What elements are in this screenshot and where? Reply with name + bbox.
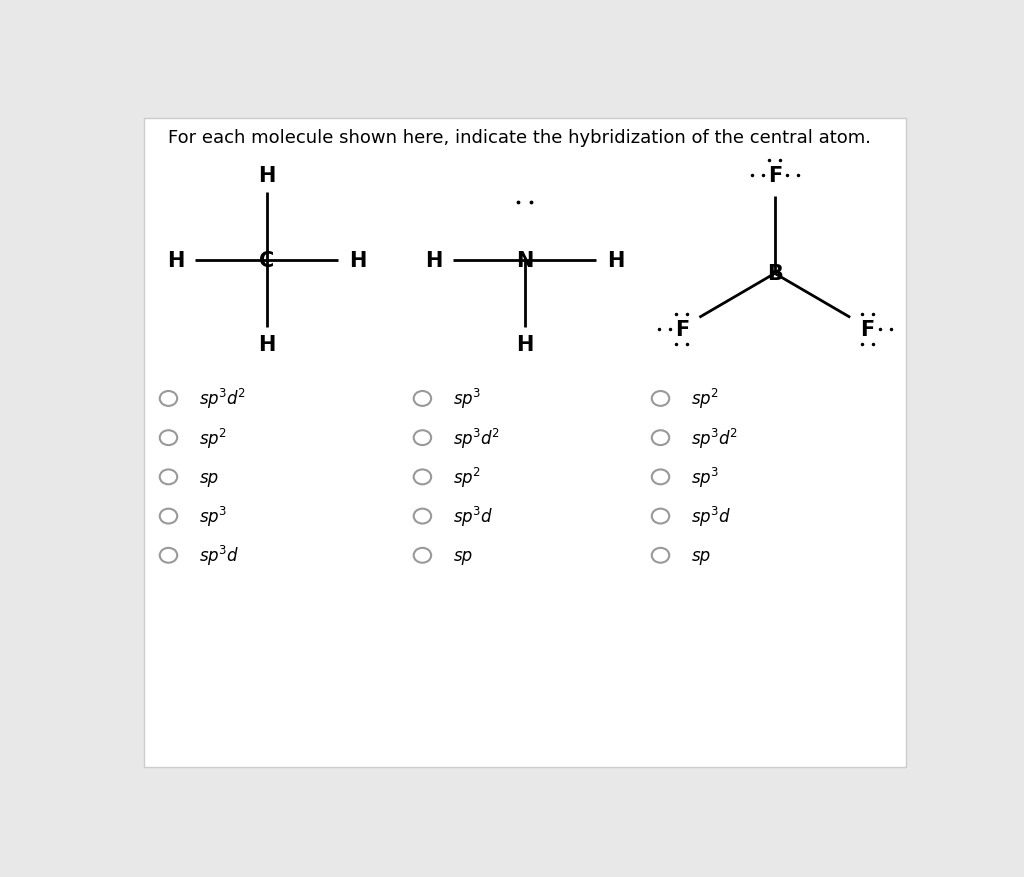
- Text: N: N: [516, 251, 534, 270]
- Text: sp$^3$d$^2$: sp$^3$d$^2$: [691, 426, 737, 450]
- Text: H: H: [258, 166, 275, 186]
- Text: sp$^3$: sp$^3$: [454, 387, 481, 411]
- Text: sp$^3$d$^2$: sp$^3$d$^2$: [454, 426, 500, 450]
- Text: H: H: [425, 251, 442, 270]
- Text: H: H: [349, 251, 367, 270]
- Text: sp$^3$d: sp$^3$d: [200, 544, 240, 567]
- Text: H: H: [516, 335, 534, 355]
- Text: H: H: [607, 251, 625, 270]
- Text: sp$^3$: sp$^3$: [200, 504, 227, 529]
- Text: H: H: [258, 335, 275, 355]
- Text: sp$^3$: sp$^3$: [691, 466, 719, 489]
- Text: sp$^3$d: sp$^3$d: [691, 504, 731, 529]
- Text: sp$^3$d$^2$: sp$^3$d$^2$: [200, 387, 246, 411]
- Text: B: B: [767, 264, 782, 284]
- Text: F: F: [768, 166, 782, 186]
- Text: For each molecule shown here, indicate the hybridization of the central atom.: For each molecule shown here, indicate t…: [168, 129, 870, 146]
- Text: sp$^2$: sp$^2$: [200, 426, 227, 450]
- Text: sp$^2$: sp$^2$: [691, 387, 719, 411]
- Text: sp$^2$: sp$^2$: [454, 466, 481, 489]
- Text: H: H: [167, 251, 184, 270]
- Text: C: C: [259, 251, 274, 270]
- FancyBboxPatch shape: [143, 118, 905, 767]
- Text: sp$^3$d: sp$^3$d: [454, 504, 494, 529]
- Text: sp: sp: [454, 546, 472, 565]
- Text: F: F: [860, 319, 874, 339]
- Text: F: F: [675, 319, 689, 339]
- Text: sp: sp: [691, 546, 711, 565]
- Text: sp: sp: [200, 468, 218, 487]
